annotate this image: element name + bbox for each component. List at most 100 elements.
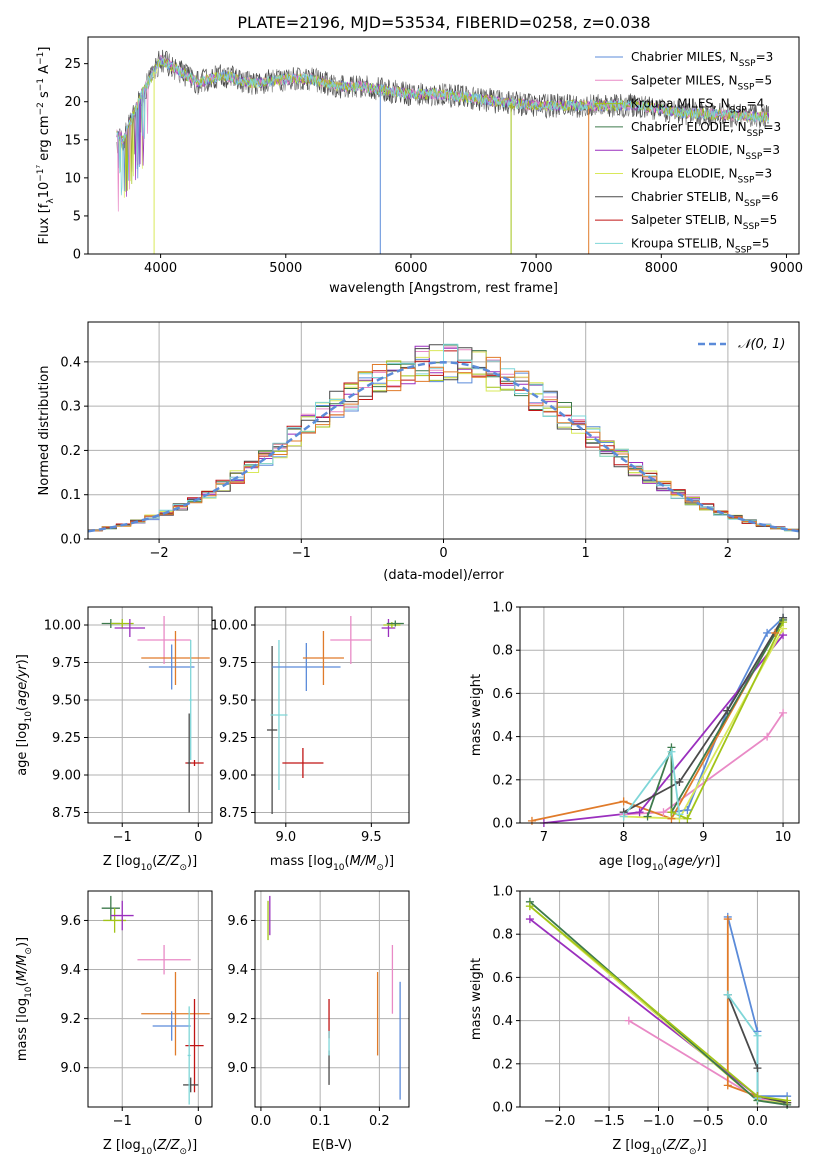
plot-area — [267, 895, 401, 1100]
label-part: )] — [187, 1138, 197, 1153]
y-tick-label: 0.0 — [60, 533, 81, 548]
y-tick-label: 0.0 — [492, 817, 513, 832]
label-part: )] — [15, 654, 30, 664]
y-tick-label: 9.4 — [227, 963, 248, 978]
label-part: Chabrier STELIB, N — [631, 190, 744, 204]
legend-entry: Chabrier ELODIE, NSSP=3 — [631, 120, 781, 139]
label-part: Chabrier ELODIE, N — [631, 120, 747, 134]
mass-weight-marker — [643, 812, 652, 821]
mass-weight-marker — [783, 1096, 792, 1105]
y-tick-label: 8.75 — [219, 806, 248, 821]
mass-weight-line — [531, 632, 776, 822]
y-tick-label: 9.75 — [219, 656, 248, 671]
y-tick-label: 0.3 — [60, 400, 81, 415]
x-tick-label: −2.0 — [544, 1114, 576, 1129]
y-tick-label: 9.75 — [52, 656, 81, 671]
y-tick-label: 0.4 — [492, 1014, 513, 1029]
mass-weight-marker — [624, 1016, 633, 1025]
histogram-series — [88, 356, 799, 533]
mass-weight-line — [623, 617, 784, 813]
label-part: )] — [710, 854, 720, 869]
mass-weight-marker — [763, 628, 772, 637]
mass-weight-marker — [753, 1064, 762, 1073]
label-part: mass [log — [270, 854, 333, 869]
mass-weight-marker — [635, 808, 644, 817]
y-tick-label: 0.2 — [492, 1057, 513, 1072]
mass-weight-marker — [753, 1092, 762, 1101]
x-tick-label: −1.0 — [643, 1114, 675, 1129]
label-part: A — [37, 65, 52, 78]
x-tick-label: −0.5 — [692, 1114, 724, 1129]
label-part: −1 — [36, 78, 46, 91]
x-tick-label: 5000 — [269, 261, 302, 276]
label-part: )] — [697, 1138, 707, 1153]
x-axis-label: age [log10(age/yr)] — [599, 854, 721, 873]
label-part: 10 — [652, 863, 664, 873]
label-part: ⊙ — [179, 863, 187, 873]
legend-entry: Salpeter STELIB, NSSP=5 — [631, 213, 777, 232]
label-part: =5 — [752, 236, 770, 250]
label-part: −1 — [36, 52, 46, 65]
x-tick-label: −1.5 — [593, 1114, 625, 1129]
y-tick-label: 9.2 — [227, 1012, 248, 1027]
mass-weight-marker — [675, 810, 684, 819]
legend-entry: Kroupa MILES, NSSP=4 — [631, 97, 764, 116]
y-tick-label: 0.0 — [492, 1101, 513, 1116]
axes-frame — [519, 606, 800, 824]
label-part: Z [log — [103, 1138, 141, 1153]
y-tick-label: 9.25 — [219, 731, 248, 746]
label-part: Kroupa ELODIE, N — [631, 167, 738, 181]
y-tick-label: 9.6 — [227, 914, 248, 929]
axes-frame — [87, 36, 800, 255]
axes-frame — [254, 606, 410, 824]
label-part: 10 — [37, 182, 52, 199]
label-part: SSP — [747, 129, 764, 139]
plot-area — [88, 343, 799, 534]
label-part: Salpeter ELODIE, N — [631, 143, 745, 157]
y-tick-label: 10.00 — [211, 619, 248, 634]
label-part: ⊙ — [179, 1147, 187, 1157]
label-part: =5 — [760, 213, 778, 227]
label-part: SSP — [739, 59, 756, 69]
label-part: Z/Z — [666, 1138, 690, 1153]
x-tick-label: −1 — [113, 830, 132, 845]
axes-frame — [87, 321, 800, 540]
mass-weight-marker — [753, 1031, 762, 1040]
x-axis-label: wavelength [Angstrom, rest frame] — [329, 281, 558, 296]
y-tick-label: 9.0 — [60, 1061, 81, 1076]
y-axis-label: mass weight — [469, 674, 484, 756]
x-axis-label: (data-model)/error — [383, 568, 504, 583]
x-tick-label: 9.5 — [361, 830, 382, 845]
mass-weight-vs-metallicity-panel: −2.0 −1.5 −1.0 −0.5 0.0 0.0 0.2 0.4 0.6 0.8 1.0 Z [… — [469, 885, 800, 1157]
x-tick-label: 7 — [540, 830, 548, 845]
label-part: ⊙ — [376, 863, 384, 873]
plot-area — [116, 49, 770, 254]
label-part: )] — [384, 854, 394, 869]
axes-frame — [87, 606, 213, 824]
label-part: λ — [46, 198, 56, 204]
label-part: Salpeter MILES, N — [631, 73, 738, 87]
plot-area — [101, 895, 210, 1105]
mass-weight-line — [543, 634, 784, 823]
spectrum-panel: 4000 5000 6000 7000 8000 9000 0 5 10 15 20 25 wavele… — [36, 36, 803, 296]
label-part: ( — [345, 854, 350, 869]
mass-weight-marker — [525, 915, 534, 924]
y-tick-label: 9.00 — [52, 769, 81, 784]
mass-weight-marker — [771, 628, 780, 637]
x-tick-label: 1 — [582, 546, 590, 561]
mass-weight-marker — [659, 808, 668, 817]
y-tick-label: 5 — [73, 209, 81, 224]
label-part: SSP — [745, 152, 762, 162]
plot-area — [101, 616, 210, 813]
label-part: mass [log — [15, 998, 30, 1061]
plot-area — [531, 617, 784, 823]
y-tick-label: 9.00 — [219, 769, 248, 784]
y-tick-label: 9.25 — [52, 731, 81, 746]
mass-weight-marker — [723, 915, 732, 924]
x-axis-label: E(B-V) — [312, 1138, 352, 1153]
plot-area — [266, 616, 404, 814]
label-part: ⊙ — [689, 1147, 697, 1157]
label-part: Flux [f — [37, 203, 52, 244]
